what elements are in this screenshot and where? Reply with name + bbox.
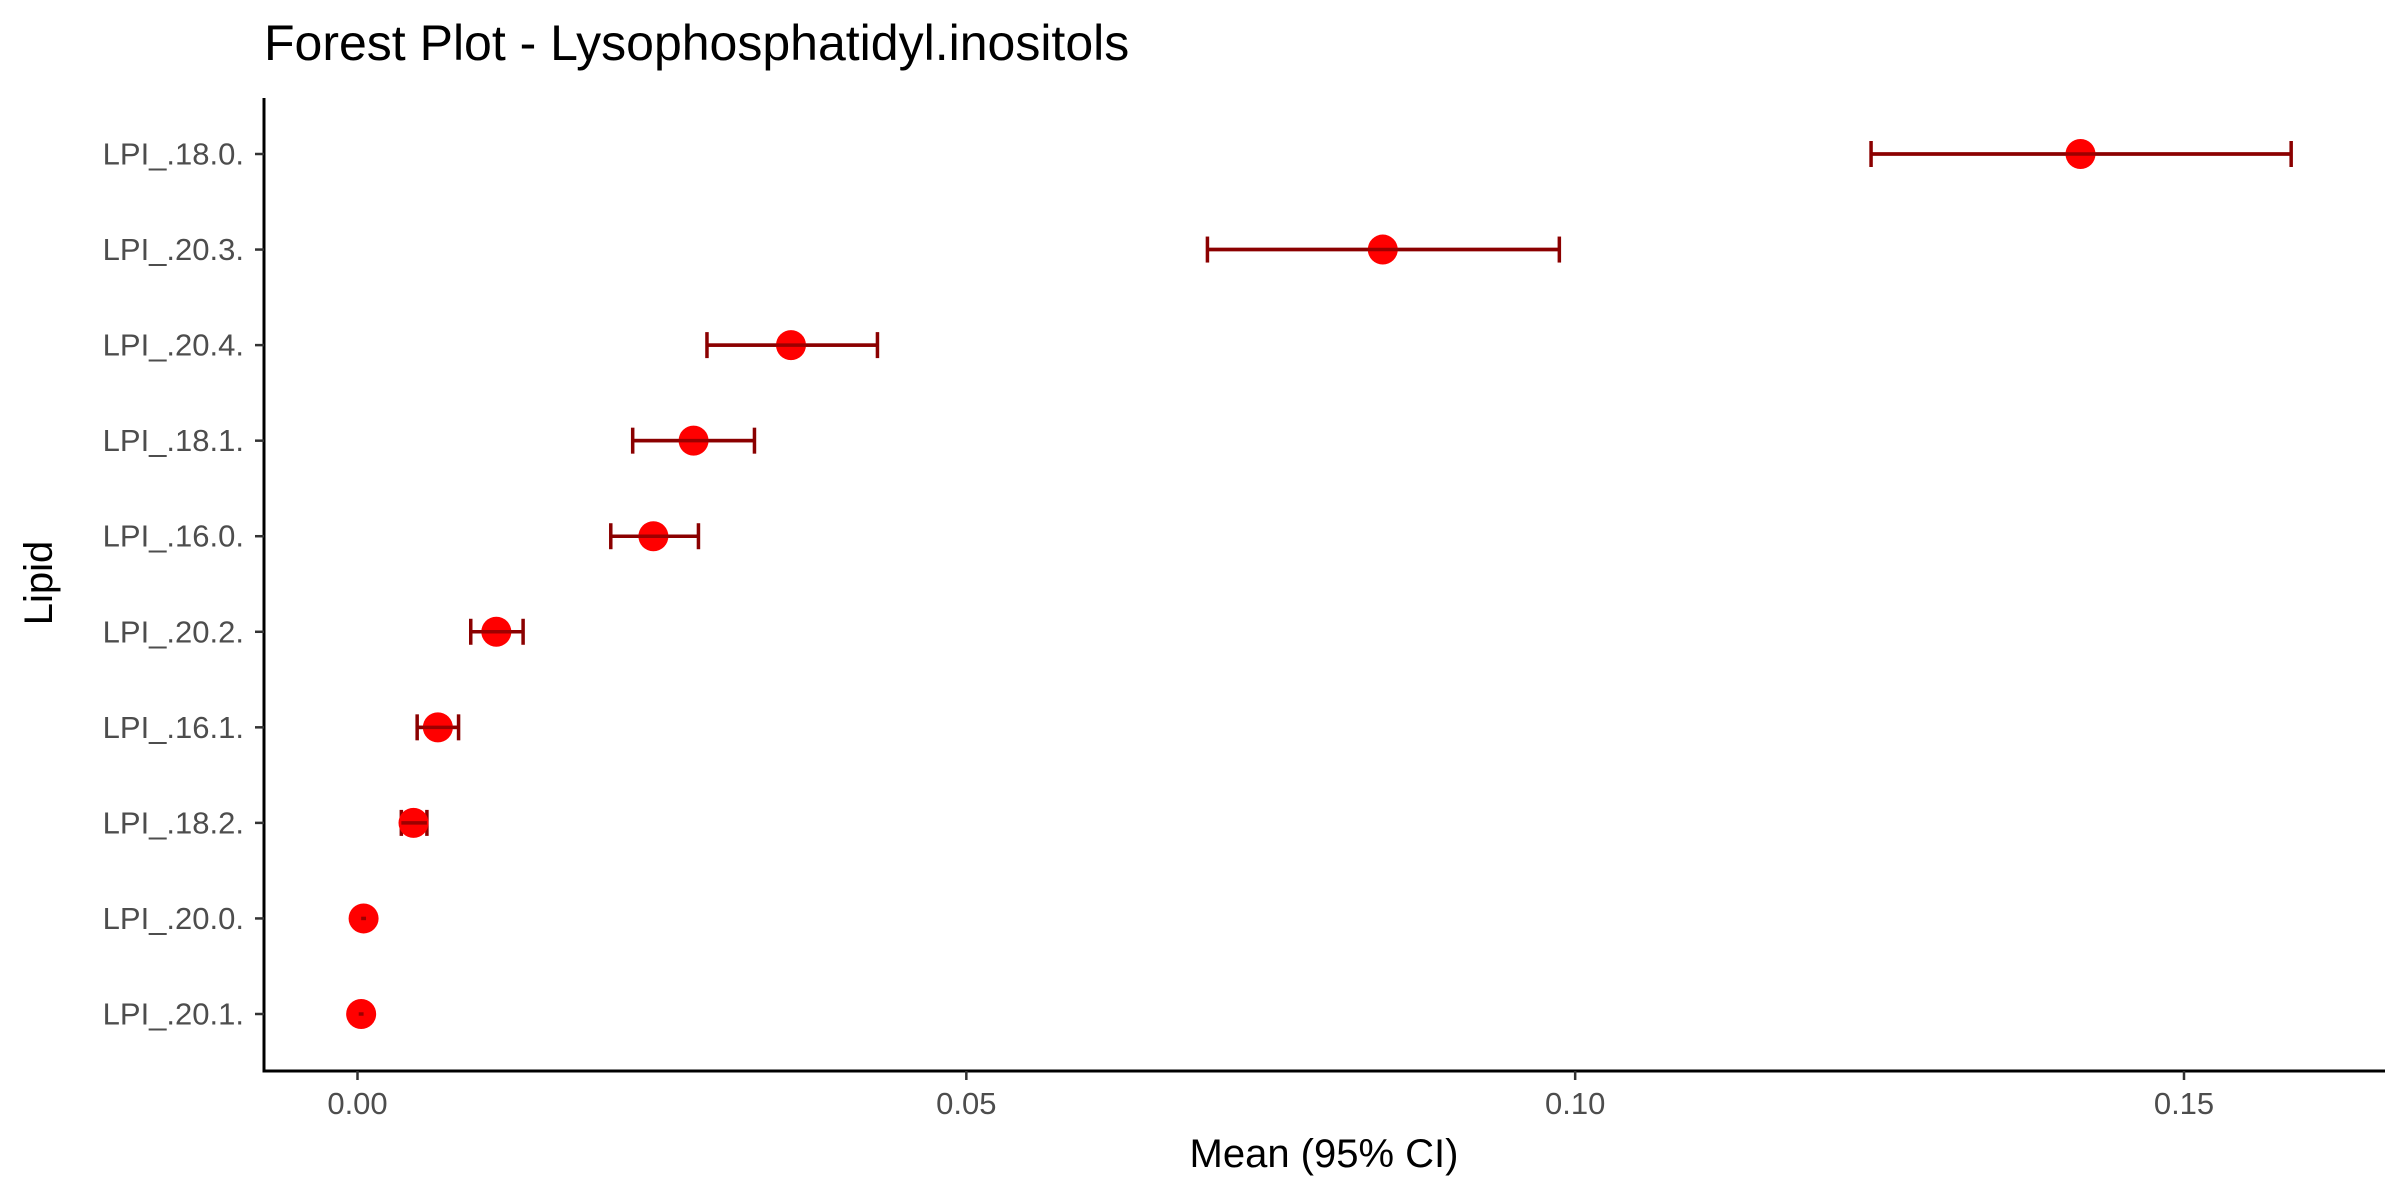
forest-row [346,999,377,1029]
chart-title: Forest Plot - Lysophosphatidyl.inositols [264,15,1129,71]
x-tick-label: 0.05 [936,1086,996,1121]
forest-row [415,712,461,743]
y-tick-label: LPI_.18.2. [103,805,244,840]
y-tick-label: LPI_.20.4. [103,328,244,363]
x-tick-label: 0.10 [1545,1086,1605,1121]
forest-row [348,903,379,934]
forest-row [1869,139,2293,169]
forest-row [1205,234,1562,265]
forest-row [705,330,880,361]
y-tick-label: LPI_.20.0. [103,901,244,936]
x-tick-label: 0.00 [327,1086,387,1121]
y-tick-label: LPI_.20.1. [103,997,244,1032]
y-tick-label: LPI_.16.1. [103,710,244,745]
x-axis-title: Mean (95% CI) [1190,1132,1459,1176]
y-tick-label: LPI_.18.1. [103,423,244,458]
y-tick-label: LPI_.20.2. [103,614,244,649]
y-axis-ticks: LPI_.18.0. LPI_.20.3. LPI_.20.4. LPI_.18.1.… [103,137,264,1032]
forest-row [630,425,757,456]
x-tick-label: 0.15 [2154,1086,2214,1121]
data-layer [346,139,2293,1029]
forest-row [468,616,525,647]
forest-row [609,521,701,552]
forest-row [398,807,429,838]
y-axis-title: Lipid [17,541,61,626]
x-axis-ticks: 0.00 0.05 0.10 0.15 [327,1071,2214,1121]
y-tick-label: LPI_.16.0. [103,519,244,554]
y-tick-label: LPI_.18.0. [103,137,244,172]
y-tick-label: LPI_.20.3. [103,232,244,267]
